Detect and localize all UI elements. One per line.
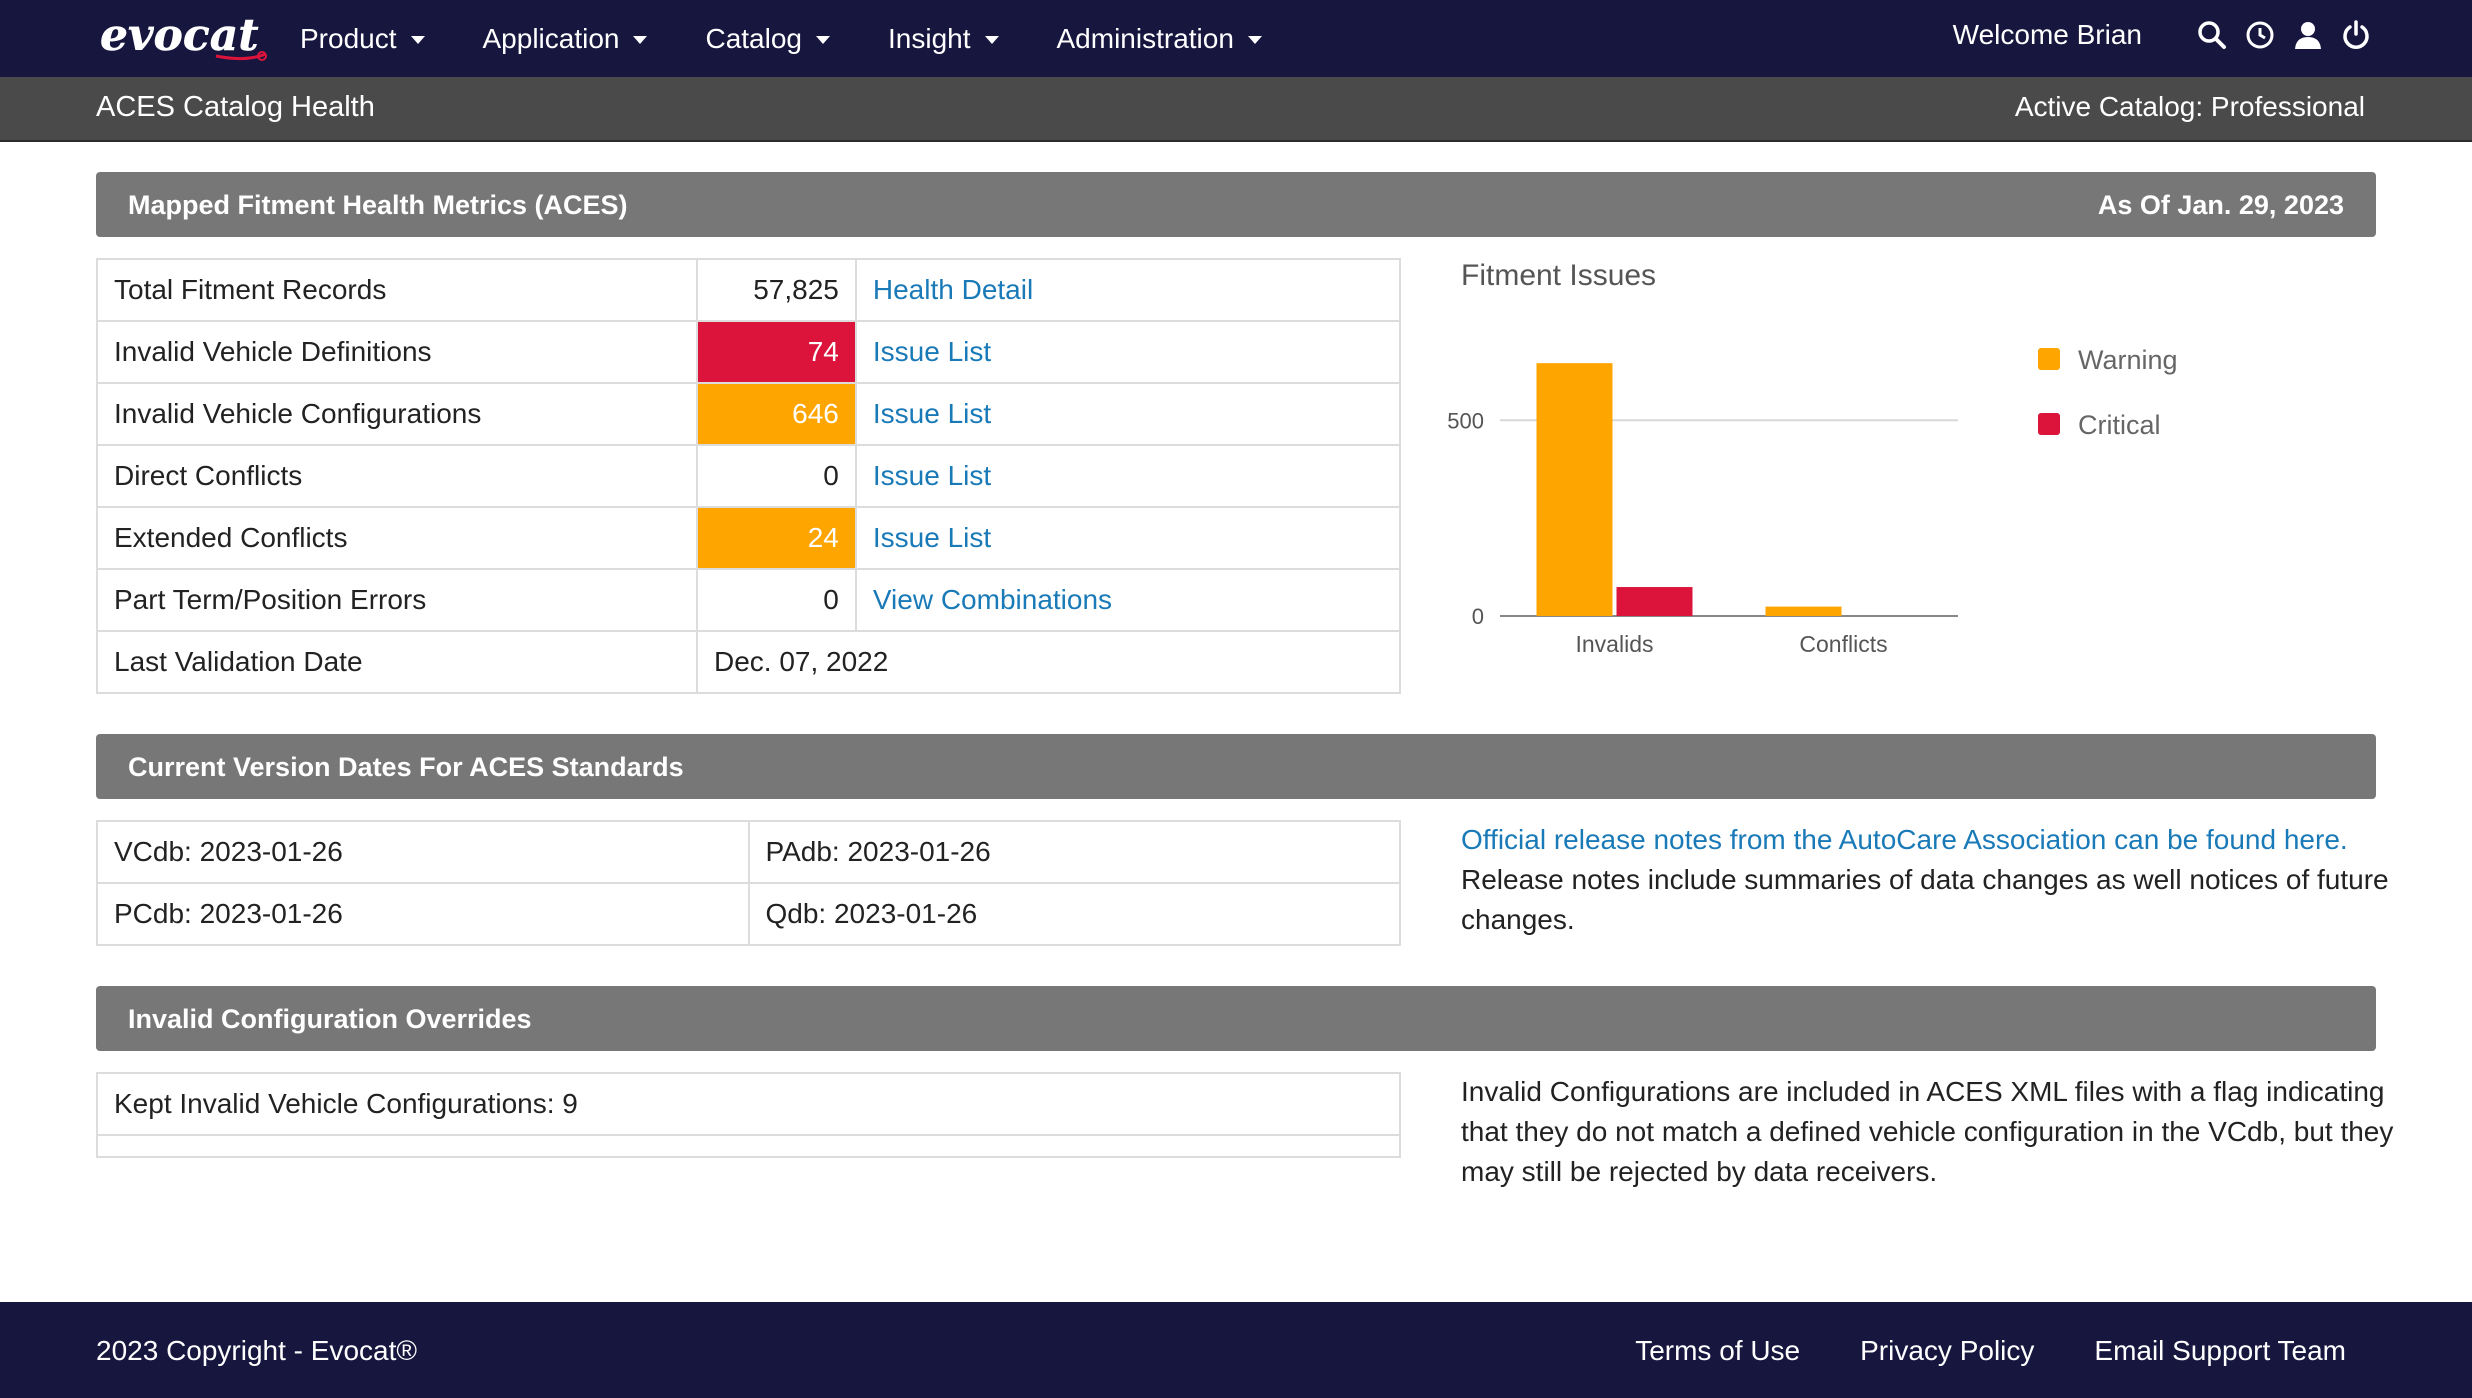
caret-down-icon bbox=[1247, 36, 1262, 44]
section-title: Mapped Fitment Health Metrics (ACES) bbox=[128, 190, 628, 220]
section-title: Invalid Configuration Overrides bbox=[128, 1004, 532, 1034]
bar-warning-conflicts bbox=[1765, 606, 1842, 616]
metric-label: Invalid Vehicle Configurations bbox=[96, 382, 698, 446]
table-row: Part Term/Position Errors 0 View Combina… bbox=[96, 568, 1402, 632]
chart-title: Fitment Issues bbox=[1461, 259, 1657, 292]
nav-application-label: Application bbox=[482, 22, 620, 54]
metric-value: 57,825 bbox=[695, 258, 857, 322]
nav-product-menu[interactable]: Product bbox=[300, 23, 425, 55]
table-row: Invalid Vehicle Configurations 646 Issue… bbox=[96, 382, 1402, 446]
nav-application-menu[interactable]: Application bbox=[483, 23, 648, 55]
metric-value-warning: 646 bbox=[695, 382, 857, 446]
metric-label: Part Term/Position Errors bbox=[96, 568, 698, 632]
footer-links: Terms of Use Privacy Policy Email Suppor… bbox=[1575, 1335, 2346, 1367]
user-icon[interactable] bbox=[2292, 19, 2324, 51]
welcome-text: Welcome Brian bbox=[1952, 19, 2142, 50]
y-tick-label: 0 bbox=[1472, 604, 1484, 629]
top-navbar: evocat Product Application Catalog Insig… bbox=[0, 0, 2472, 77]
table-row: PCdb: 2023-01-26 Qdb: 2023-01-26 bbox=[96, 882, 1401, 946]
terms-of-use-link[interactable]: Terms of Use bbox=[1635, 1335, 1801, 1366]
release-notes-text: Release notes include summaries of data … bbox=[1461, 864, 2389, 935]
padb-version: PAdb: 2023-01-26 bbox=[747, 820, 1401, 884]
nav-insight-label: Insight bbox=[888, 22, 971, 54]
overrides-section-header: Invalid Configuration Overrides bbox=[96, 986, 2376, 1051]
bar-warning-invalids bbox=[1536, 363, 1613, 616]
table-row: Total Fitment Records 57,825 Health Deta… bbox=[96, 258, 1402, 322]
section-title: Current Version Dates For ACES Standards bbox=[128, 752, 684, 782]
svg-text:evocat: evocat bbox=[100, 10, 259, 61]
x-tick-label: Conflicts bbox=[1799, 631, 1887, 657]
metric-value-warning: 24 bbox=[695, 506, 857, 570]
versions-table: VCdb: 2023-01-26 PAdb: 2023-01-26 PCdb: … bbox=[96, 820, 1401, 946]
search-icon[interactable] bbox=[2196, 19, 2228, 51]
table-row: Direct Conflicts 0 Issue List bbox=[96, 444, 1402, 508]
kept-invalid-configs: Kept Invalid Vehicle Configurations: 9 bbox=[96, 1072, 1401, 1136]
x-tick-label: Invalids bbox=[1576, 631, 1654, 657]
caret-down-icon bbox=[816, 36, 830, 44]
caret-down-icon bbox=[633, 36, 648, 44]
caret-down-icon bbox=[410, 36, 425, 44]
issue-list-link[interactable]: Issue List bbox=[872, 460, 992, 491]
table-row: Last Validation Date Dec. 07, 2022 bbox=[96, 630, 1402, 694]
metric-label: Total Fitment Records bbox=[96, 258, 698, 322]
copyright-text: 2023 Copyright - Evocat® bbox=[96, 1335, 418, 1366]
qdb-version: Qdb: 2023-01-26 bbox=[747, 882, 1401, 946]
user-area: Welcome Brian bbox=[1953, 0, 2372, 70]
nav-catalog-label: Catalog bbox=[705, 22, 802, 54]
as-of-date: As Of Jan. 29, 2023 bbox=[2097, 190, 2344, 220]
pcdb-version: PCdb: 2023-01-26 bbox=[96, 882, 750, 946]
issue-list-link[interactable]: Issue List bbox=[872, 522, 992, 553]
legend-label: Critical bbox=[2078, 410, 2161, 440]
fitment-issues-chart: 0 500 Invalids Conflicts Warning Critical bbox=[1447, 345, 2178, 657]
issue-list-link[interactable]: Issue List bbox=[872, 336, 992, 367]
empty-cell bbox=[96, 1134, 1401, 1158]
metric-value-critical: 74 bbox=[695, 320, 857, 384]
main-menu: Product Application Catalog Insight Admi… bbox=[300, 0, 1320, 77]
metric-value: 0 bbox=[695, 444, 857, 508]
metrics-section-header: Mapped Fitment Health Metrics (ACES) As … bbox=[96, 172, 2376, 237]
table-row: Extended Conflicts 24 Issue List bbox=[96, 506, 1402, 570]
nav-administration-menu[interactable]: Administration bbox=[1057, 23, 1262, 55]
caret-down-icon bbox=[984, 36, 999, 44]
nav-catalog-menu[interactable]: Catalog bbox=[705, 23, 830, 55]
health-detail-link[interactable]: Health Detail bbox=[872, 274, 1034, 305]
versions-section-header: Current Version Dates For ACES Standards bbox=[96, 734, 2376, 799]
nav-product-label: Product bbox=[300, 22, 397, 54]
metrics-table: Total Fitment Records 57,825 Health Deta… bbox=[96, 258, 1402, 694]
page-title: ACES Catalog Health bbox=[96, 91, 375, 123]
issue-list-link[interactable]: Issue List bbox=[872, 398, 992, 429]
power-icon[interactable] bbox=[2340, 19, 2372, 51]
history-icon[interactable] bbox=[2244, 19, 2276, 51]
metric-label: Last Validation Date bbox=[96, 630, 698, 694]
metric-label: Direct Conflicts bbox=[96, 444, 698, 508]
footer: 2023 Copyright - Evocat® Terms of Use Pr… bbox=[0, 1302, 2472, 1398]
overrides-note: Invalid Configurations are included in A… bbox=[1461, 1076, 2394, 1187]
active-catalog-label: Active Catalog: Professional bbox=[2014, 91, 2365, 122]
y-tick-label: 500 bbox=[1447, 408, 1484, 433]
email-support-link[interactable]: Email Support Team bbox=[2094, 1335, 2346, 1366]
release-notes-block: Official release notes from the AutoCare… bbox=[1461, 820, 2411, 940]
evocat-logo[interactable]: evocat bbox=[96, 10, 271, 66]
vcdb-version: VCdb: 2023-01-26 bbox=[96, 820, 750, 884]
table-row: VCdb: 2023-01-26 PAdb: 2023-01-26 bbox=[96, 820, 1401, 884]
nav-administration-label: Administration bbox=[1056, 22, 1234, 54]
last-validation-date: Dec. 07, 2022 bbox=[695, 630, 1402, 694]
view-combinations-link[interactable]: View Combinations bbox=[872, 584, 1113, 615]
bar-critical-invalids bbox=[1616, 587, 1693, 616]
table-row: Invalid Vehicle Definitions 74 Issue Lis… bbox=[96, 320, 1402, 384]
metric-label: Extended Conflicts bbox=[96, 506, 698, 570]
table-row: Kept Invalid Vehicle Configurations: 9 bbox=[96, 1072, 1401, 1136]
metric-value: 0 bbox=[695, 568, 857, 632]
table-row bbox=[96, 1134, 1401, 1158]
nav-insight-menu[interactable]: Insight bbox=[888, 23, 999, 55]
legend-swatch bbox=[2038, 348, 2060, 370]
privacy-policy-link[interactable]: Privacy Policy bbox=[1860, 1335, 2035, 1366]
overrides-table: Kept Invalid Vehicle Configurations: 9 bbox=[96, 1072, 1401, 1158]
legend-label: Warning bbox=[2078, 345, 2178, 375]
release-notes-link[interactable]: Official release notes from the AutoCare… bbox=[1461, 824, 2348, 855]
page-subheader: ACES Catalog Health Active Catalog: Prof… bbox=[0, 77, 2472, 142]
legend-swatch bbox=[2038, 413, 2060, 435]
metric-label: Invalid Vehicle Definitions bbox=[96, 320, 698, 384]
